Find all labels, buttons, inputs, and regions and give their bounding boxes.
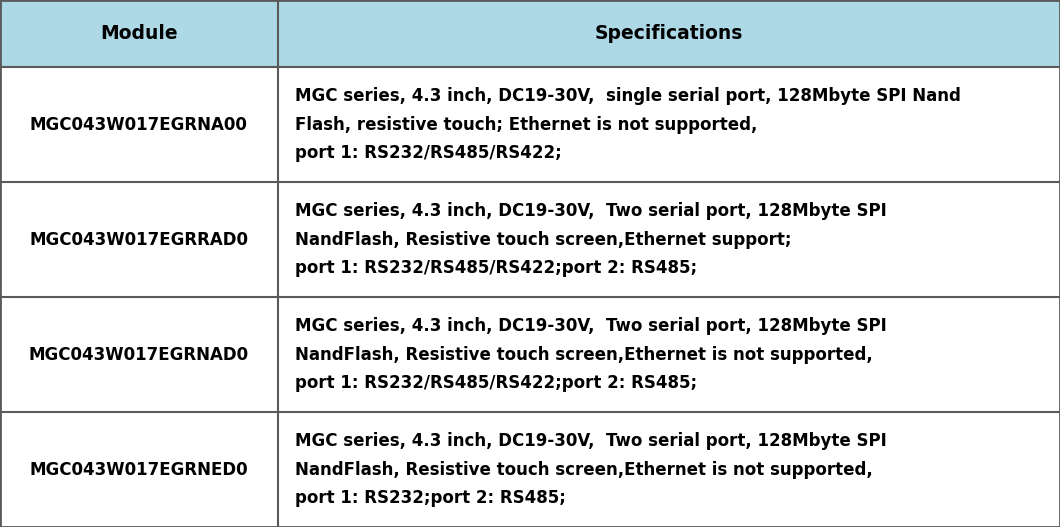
Text: Module: Module [100,24,178,43]
Text: MGC043W017EGRNED0: MGC043W017EGRNED0 [30,461,248,479]
Bar [0,0,1060,67]
Text: MGC series, 4.3 inch, DC19-30V,  Two serial port, 128Mbyte SPI: MGC series, 4.3 inch, DC19-30V, Two seri… [295,432,886,450]
Bar [0,297,1060,412]
Bar [0,412,1060,527]
Text: NandFlash, Resistive touch screen,Ethernet is not supported,: NandFlash, Resistive touch screen,Ethern… [295,346,872,364]
Text: MGC043W017EGRNAD0: MGC043W017EGRNAD0 [29,346,249,364]
Text: NandFlash, Resistive touch screen,Ethernet support;: NandFlash, Resistive touch screen,Ethern… [295,231,791,249]
Bar [0,67,1060,182]
Text: port 1: RS232/RS485/RS422;port 2: RS485;: port 1: RS232/RS485/RS422;port 2: RS485; [295,374,696,392]
Text: MGC series, 4.3 inch, DC19-30V,  single serial port, 128Mbyte SPI Nand: MGC series, 4.3 inch, DC19-30V, single s… [295,87,960,105]
Text: MGC series, 4.3 inch, DC19-30V,  Two serial port, 128Mbyte SPI: MGC series, 4.3 inch, DC19-30V, Two seri… [295,202,886,220]
Text: NandFlash, Resistive touch screen,Ethernet is not supported,: NandFlash, Resistive touch screen,Ethern… [295,461,872,479]
Text: Flash, resistive touch; Ethernet is not supported,: Flash, resistive touch; Ethernet is not … [295,116,757,134]
Text: port 1: RS232;port 2: RS485;: port 1: RS232;port 2: RS485; [295,489,566,507]
Text: port 1: RS232/RS485/RS422;: port 1: RS232/RS485/RS422; [295,144,562,162]
Text: Specifications: Specifications [595,24,743,43]
Text: port 1: RS232/RS485/RS422;port 2: RS485;: port 1: RS232/RS485/RS422;port 2: RS485; [295,259,696,277]
Text: MGC043W017EGRNA00: MGC043W017EGRNA00 [30,116,248,134]
Text: MGC043W017EGRRAD0: MGC043W017EGRRAD0 [30,231,248,249]
Bar [0,182,1060,297]
Text: MGC series, 4.3 inch, DC19-30V,  Two serial port, 128Mbyte SPI: MGC series, 4.3 inch, DC19-30V, Two seri… [295,317,886,335]
